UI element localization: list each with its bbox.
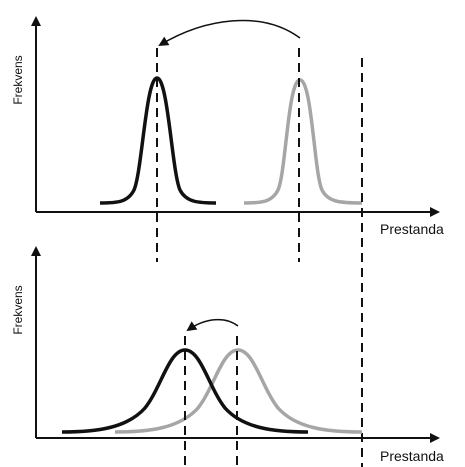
top-y-axis-label: Frekvens xyxy=(11,55,25,104)
bottom-current-distribution-curve xyxy=(61,348,309,434)
top-x-axis-label: Prestanda xyxy=(380,221,444,237)
bottom-previous-distribution-curve xyxy=(114,348,363,434)
top-shift-arrow xyxy=(158,19,301,47)
bottom-y-axis-label: Frekvens xyxy=(11,285,25,334)
top-previous-distribution-curve xyxy=(243,78,363,205)
top-panel: Frekvens Prestanda xyxy=(11,16,444,467)
bottom-panel: Frekvens Prestanda xyxy=(11,246,444,467)
bottom-x-axis-label: Prestanda xyxy=(380,448,444,464)
bottom-shift-arrow xyxy=(186,318,239,332)
